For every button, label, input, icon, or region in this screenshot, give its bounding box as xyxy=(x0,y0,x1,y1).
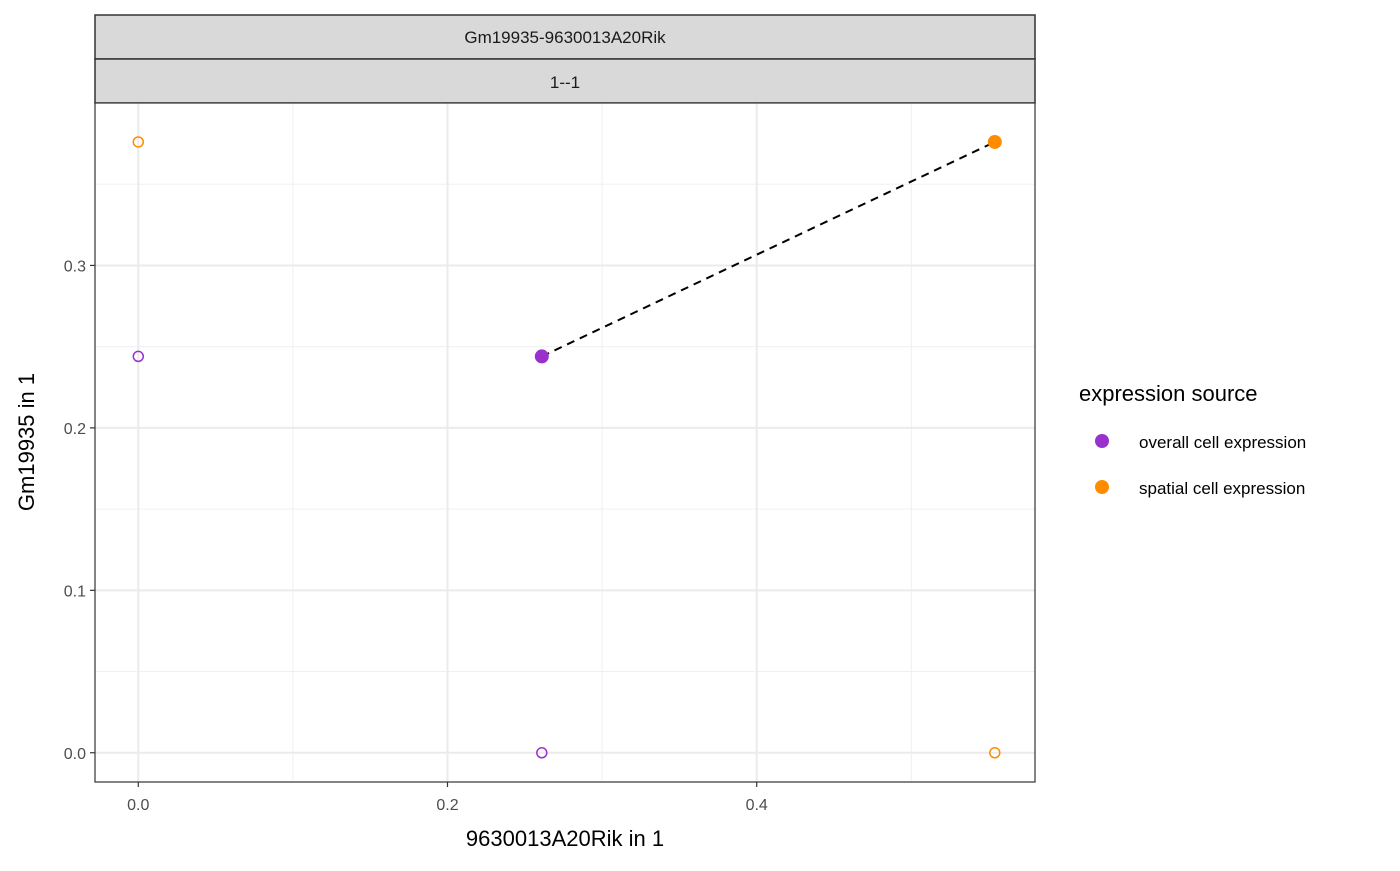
filled-data-point xyxy=(987,134,1002,149)
hollow-data-point xyxy=(536,747,548,759)
legend-title: expression source xyxy=(1079,381,1258,406)
data-marks xyxy=(132,134,1002,759)
filled-data-point xyxy=(534,349,549,364)
facet-strip-sub-label: 1--1 xyxy=(550,73,580,92)
x-tick-label: 0.0 xyxy=(127,797,149,814)
hollow-data-point xyxy=(989,747,1001,759)
x-axis-title: 9630013A20Rik in 1 xyxy=(466,826,664,851)
legend-key-overall xyxy=(1095,434,1109,448)
legend: expression source overall cell expressio… xyxy=(1079,381,1306,498)
y-tick-label: 0.2 xyxy=(64,421,86,438)
legend-label-overall: overall cell expression xyxy=(1139,433,1306,452)
facet-strip-top-label: Gm19935-9630013A20Rik xyxy=(464,28,666,47)
legend-label-spatial: spatial cell expression xyxy=(1139,479,1305,498)
x-tick-label: 0.2 xyxy=(436,797,458,814)
y-axis-title: Gm19935 in 1 xyxy=(14,373,39,511)
x-tick-label: 0.4 xyxy=(746,797,768,814)
facet-strip-top-bg xyxy=(94,14,1036,60)
legend-key-spatial xyxy=(1095,480,1109,494)
hollow-data-point xyxy=(132,136,145,148)
y-tick-label: 0.0 xyxy=(64,746,86,763)
plot-panel-border xyxy=(94,102,1036,783)
hollow-data-point xyxy=(132,350,145,363)
y-tick-label: 0.3 xyxy=(64,258,86,275)
y-tick-label: 0.1 xyxy=(64,583,86,600)
plot-panel-bg xyxy=(95,103,1035,782)
facet-strip-sub-bg xyxy=(94,58,1036,104)
major-gridlines xyxy=(95,103,1035,782)
y-axis: 0.0 0.1 0.2 0.3 xyxy=(64,258,95,763)
x-axis: 0.0 0.2 0.4 xyxy=(127,782,768,814)
minor-gridlines xyxy=(95,103,1035,782)
